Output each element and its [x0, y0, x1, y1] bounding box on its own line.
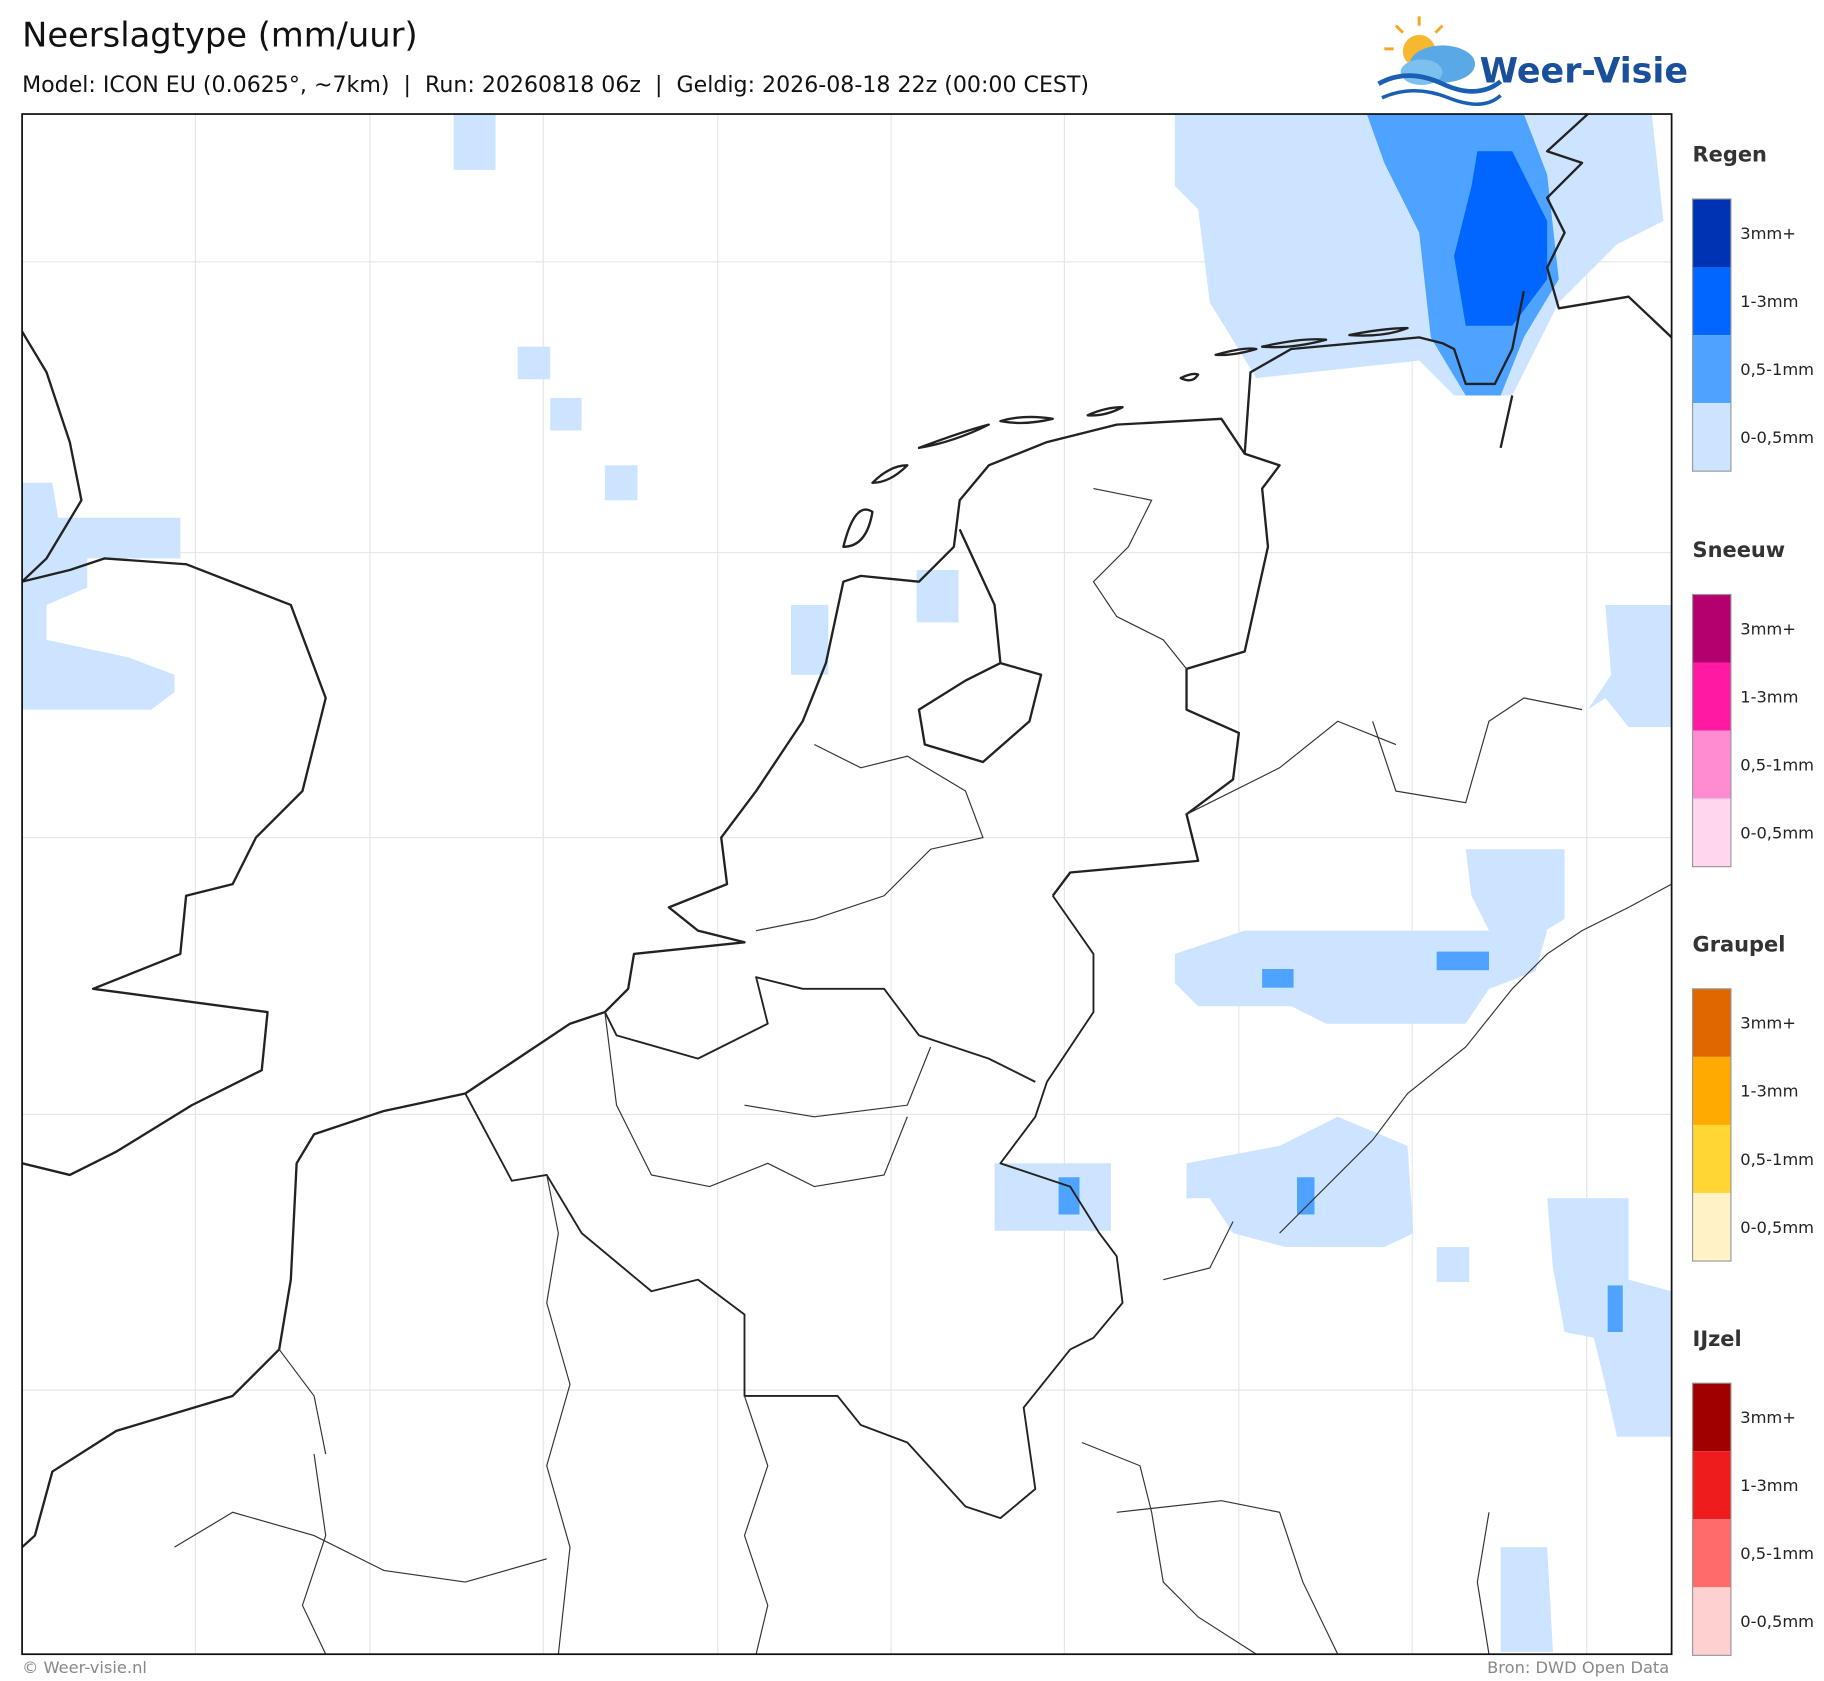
map — [22, 114, 1672, 1655]
legend-swatch — [1692, 1056, 1731, 1125]
legend-swatch — [1692, 662, 1731, 731]
subtitle: Model: ICON EU (0.0625°, ~7km) | Run: 20… — [22, 72, 1089, 98]
legend-label: 1-3mm — [1740, 1476, 1798, 1495]
legend-swatch — [1692, 198, 1731, 268]
precipitation — [22, 114, 1672, 1652]
legend-label: 0,5-1mm — [1740, 1544, 1814, 1563]
legend-label: 0-0,5mm — [1740, 1612, 1814, 1631]
legend-swatch — [1692, 1451, 1731, 1520]
legend-swatch — [1692, 594, 1731, 663]
legend-swatch — [1692, 1124, 1731, 1193]
legend-group: Graupel 3mm+ 1-3mm 0,5-1mm 0-0,5mm — [1691, 933, 1814, 1262]
title: Neerslagtype (mm/uur) — [22, 16, 418, 55]
legend: Regen 3mm+ 1-3mm 0,5-1mm 0-0,5mm Sneeuw 3mm+ 1-… — [1691, 143, 1814, 1656]
legend-label: 0-0,5mm — [1740, 428, 1814, 447]
legend-label: 1-3mm — [1740, 687, 1798, 706]
legend-group: Regen 3mm+ 1-3mm 0,5-1mm 0-0,5mm — [1691, 143, 1814, 472]
footer-left: © Weer-visie.nl — [22, 1658, 147, 1677]
legend-swatch — [1692, 730, 1731, 799]
legend-bar-frame — [1691, 1382, 1732, 1656]
legend-swatch — [1692, 1519, 1731, 1588]
legend-label: 0-0,5mm — [1740, 1218, 1814, 1237]
legend-bar-frame — [1691, 988, 1732, 1262]
legend-group: IJzel 3mm+ 1-3mm 0,5-1mm 0-0,5mm — [1691, 1327, 1814, 1656]
legend-label: 0-0,5mm — [1740, 823, 1814, 842]
legend-swatch — [1692, 267, 1731, 336]
legend-swatch — [1692, 335, 1731, 404]
map-frame — [21, 113, 1673, 1656]
logo-text: Weer-Visie — [1480, 52, 1688, 92]
legend-label: 3mm+ — [1740, 1014, 1796, 1033]
legend-swatch — [1692, 1383, 1731, 1452]
borders — [174, 488, 1672, 1655]
coastlines — [22, 114, 1672, 1549]
legend-swatch — [1692, 1587, 1731, 1656]
legend-title: Graupel — [1693, 933, 1786, 957]
legend-label: 0,5-1mm — [1740, 1150, 1814, 1169]
legend-bar-frame — [1691, 593, 1732, 868]
legend-swatch — [1692, 403, 1731, 472]
legend-group: Sneeuw 3mm+ 1-3mm 0,5-1mm 0-0,5mm — [1691, 538, 1814, 868]
grid — [22, 114, 1672, 1655]
legend-swatch — [1692, 798, 1731, 867]
legend-label: 0,5-1mm — [1740, 755, 1814, 774]
legend-swatch — [1692, 988, 1731, 1057]
legend-label: 1-3mm — [1740, 292, 1798, 311]
logo: Weer-Visie — [1377, 16, 1688, 106]
legend-label: 3mm+ — [1740, 224, 1796, 243]
legend-title: Sneeuw — [1693, 538, 1786, 562]
legend-swatch — [1692, 1192, 1731, 1262]
legend-title: Regen — [1693, 143, 1767, 167]
legend-label: 1-3mm — [1740, 1082, 1798, 1101]
legend-title: IJzel — [1693, 1327, 1742, 1351]
footer-right: Bron: DWD Open Data — [1487, 1658, 1669, 1677]
legend-label: 3mm+ — [1740, 1408, 1796, 1427]
legend-label: 3mm+ — [1740, 619, 1796, 638]
legend-label: 0,5-1mm — [1740, 360, 1814, 379]
legend-bar-frame — [1691, 198, 1732, 472]
